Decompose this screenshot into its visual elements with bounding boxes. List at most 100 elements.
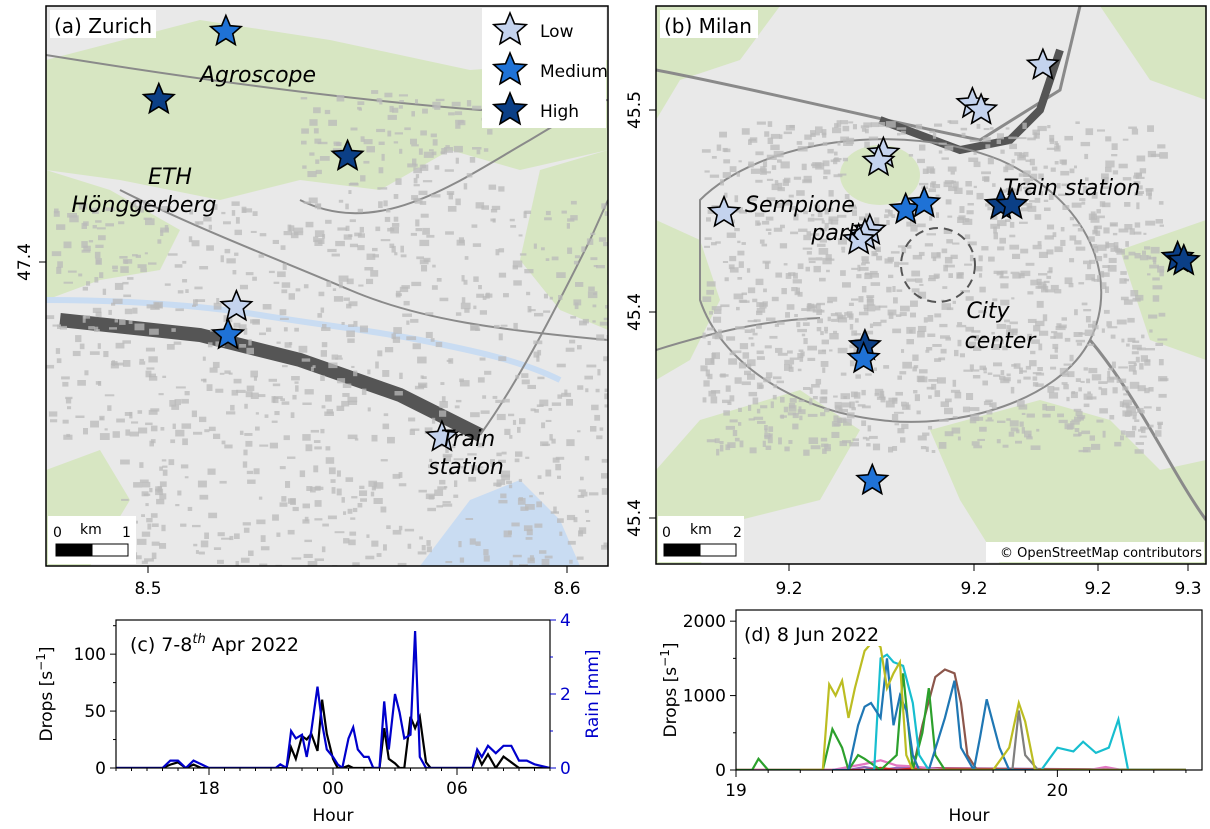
building — [1051, 331, 1058, 334]
building — [825, 258, 835, 261]
building — [545, 258, 550, 261]
building — [359, 485, 365, 489]
building — [590, 257, 598, 261]
building — [313, 440, 321, 443]
building — [787, 412, 797, 416]
building — [927, 315, 934, 322]
building — [513, 280, 522, 286]
building — [158, 393, 164, 396]
building — [965, 181, 972, 187]
building — [878, 305, 888, 308]
building — [520, 506, 529, 511]
building — [802, 322, 810, 326]
building — [763, 377, 771, 383]
building — [347, 338, 355, 343]
building — [874, 388, 884, 395]
building — [105, 223, 114, 227]
building — [149, 440, 154, 447]
building — [496, 413, 506, 421]
building — [145, 218, 155, 226]
building — [1155, 219, 1163, 224]
building — [157, 239, 162, 244]
building — [959, 206, 965, 213]
building — [148, 376, 158, 381]
building — [1045, 405, 1055, 411]
building — [899, 371, 907, 375]
building — [389, 105, 394, 113]
building — [719, 444, 724, 452]
building — [900, 305, 910, 312]
building — [1061, 183, 1071, 187]
building — [581, 246, 586, 252]
building — [478, 466, 484, 469]
building — [1148, 314, 1158, 319]
building — [883, 365, 890, 369]
building — [939, 419, 949, 422]
building — [1020, 207, 1029, 212]
building — [348, 190, 352, 194]
building — [337, 227, 347, 231]
building — [348, 234, 353, 238]
building — [1137, 407, 1144, 413]
building — [104, 428, 108, 431]
building — [963, 369, 973, 372]
building — [597, 369, 601, 376]
building — [482, 395, 487, 399]
building — [139, 479, 149, 483]
building — [1119, 278, 1127, 284]
building — [796, 321, 801, 328]
building — [1122, 399, 1133, 406]
building — [139, 361, 146, 365]
building — [341, 322, 345, 325]
building — [1145, 220, 1156, 226]
building — [343, 297, 350, 301]
milan-scalebar: 0 km 2 — [658, 516, 744, 562]
building — [347, 400, 358, 405]
building — [702, 296, 712, 302]
building — [399, 148, 403, 154]
milan-scale-black — [663, 543, 701, 557]
building — [1120, 435, 1124, 441]
building — [322, 523, 329, 527]
building — [552, 457, 560, 463]
building — [145, 347, 155, 352]
building — [184, 391, 190, 396]
building — [875, 305, 881, 311]
building — [1157, 423, 1162, 430]
building — [811, 384, 820, 388]
building — [820, 361, 829, 367]
building — [1019, 367, 1023, 374]
building — [987, 417, 993, 420]
building — [444, 486, 448, 489]
building — [912, 254, 923, 260]
building — [246, 347, 254, 355]
building — [1118, 366, 1128, 369]
building — [827, 301, 833, 304]
building — [1035, 383, 1044, 387]
building — [484, 370, 492, 375]
building — [1095, 230, 1101, 236]
building — [1029, 200, 1035, 203]
building — [848, 316, 854, 320]
building — [162, 375, 167, 378]
building — [797, 353, 804, 359]
building — [551, 402, 562, 406]
building — [485, 292, 490, 299]
building — [366, 253, 376, 260]
building — [945, 264, 955, 268]
building — [432, 264, 436, 268]
building — [517, 497, 526, 505]
building — [392, 336, 401, 343]
building — [880, 319, 887, 323]
building — [864, 141, 870, 148]
building — [281, 401, 290, 405]
building — [593, 265, 598, 268]
building — [314, 230, 325, 237]
building — [473, 305, 477, 310]
building — [509, 218, 515, 222]
building — [1133, 231, 1142, 235]
building — [508, 413, 515, 417]
building — [781, 288, 787, 295]
building — [335, 240, 345, 247]
building — [748, 391, 758, 397]
